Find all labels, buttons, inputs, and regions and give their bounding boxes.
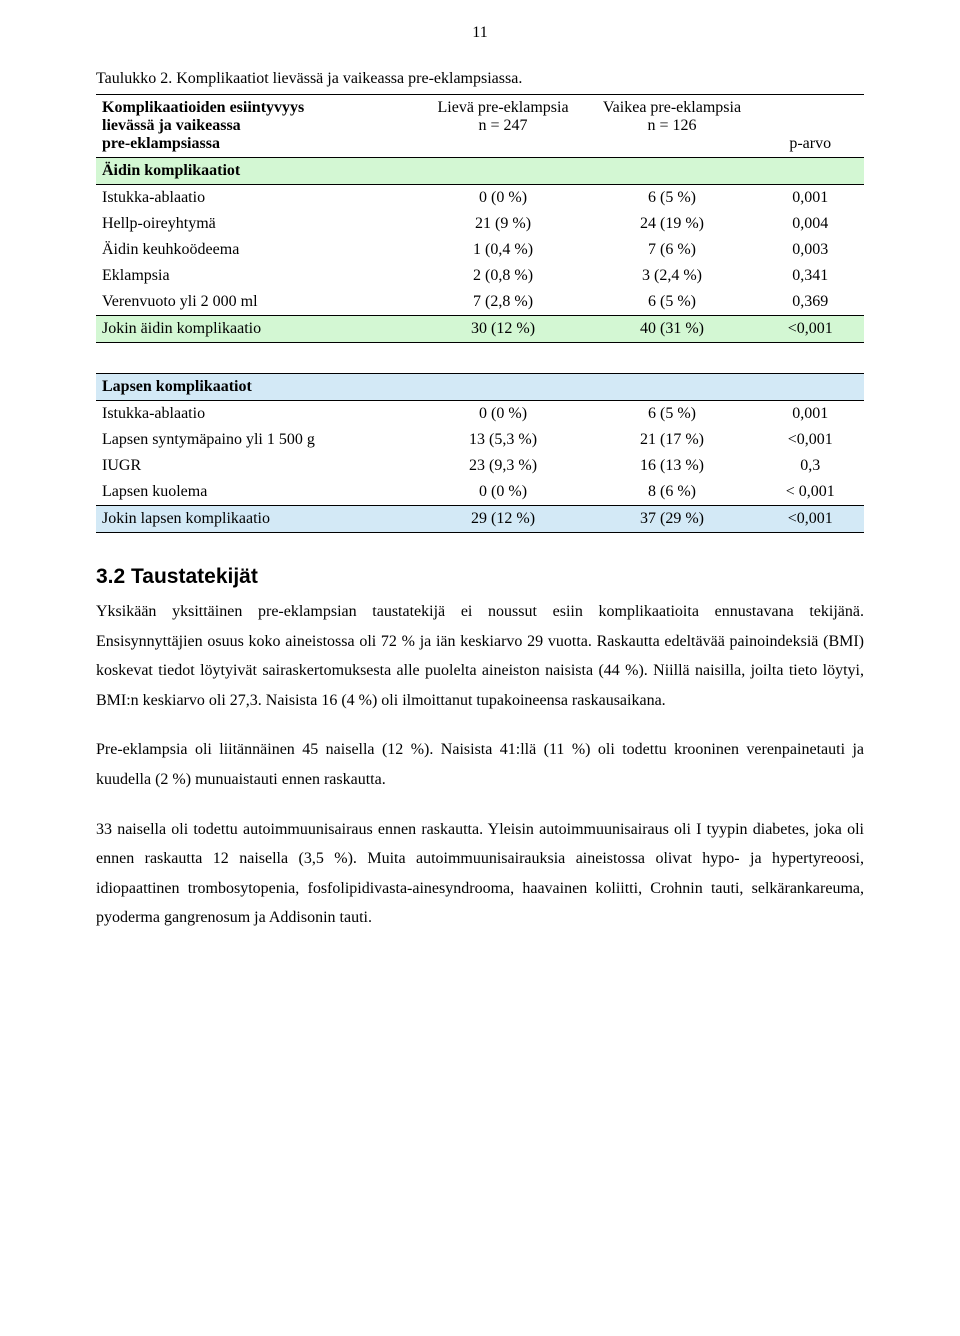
row-cell: 0,3 [756, 453, 864, 479]
section1-summary-row: Jokin äidin komplikaatio 30 (12 %) 40 (3… [96, 316, 864, 343]
row-cell: 8 (6 %) [588, 479, 757, 506]
complications-table: Komplikaatioiden esiintyvyys lievässä ja… [96, 94, 864, 533]
blank-row [96, 343, 864, 374]
row-cell: 7 (6 %) [588, 237, 757, 263]
row-cell: 0,004 [756, 211, 864, 237]
row-cell: < 0,001 [756, 479, 864, 506]
table-row: Eklampsia 2 (0,8 %) 3 (2,4 %) 0,341 [96, 263, 864, 289]
row-cell: 23 (9,3 %) [419, 453, 588, 479]
section2-summary-row: Jokin lapsen komplikaatio 29 (12 %) 37 (… [96, 506, 864, 533]
row-cell: 0,003 [756, 237, 864, 263]
row-cell: 6 (5 %) [588, 289, 757, 316]
row-cell: 0,001 [756, 401, 864, 428]
row-cell: 0,341 [756, 263, 864, 289]
section1-title-row: Äidin komplikaatiot [96, 158, 864, 185]
row-label: IUGR [96, 453, 419, 479]
section-heading: 3.2 Taustatekijät [96, 565, 864, 589]
row-cell: 30 (12 %) [419, 316, 588, 343]
section2-title: Lapsen komplikaatiot [96, 374, 419, 401]
table-row: Istukka-ablaatio 0 (0 %) 6 (5 %) 0,001 [96, 185, 864, 212]
row-label: Verenvuoto yli 2 000 ml [96, 289, 419, 316]
table-row: Istukka-ablaatio 0 (0 %) 6 (5 %) 0,001 [96, 401, 864, 428]
row-label: Istukka-ablaatio [96, 185, 419, 212]
table-row: Lapsen syntymäpaino yli 1 500 g 13 (5,3 … [96, 427, 864, 453]
row-cell: 0,001 [756, 185, 864, 212]
header-col-b-line1: Vaikea pre-eklampsia [594, 99, 751, 117]
paragraph-3: 33 naisella oli todettu autoimmuunisaira… [96, 815, 864, 933]
row-cell: 0 (0 %) [419, 185, 588, 212]
row-label: Lapsen syntymäpaino yli 1 500 g [96, 427, 419, 453]
section2-title-row: Lapsen komplikaatiot [96, 374, 864, 401]
row-cell: 2 (0,8 %) [419, 263, 588, 289]
row-label: Jokin äidin komplikaatio [96, 316, 419, 343]
header-col-p: p-arvo [762, 135, 858, 153]
row-label: Äidin keuhkoödeema [96, 237, 419, 263]
row-cell: 16 (13 %) [588, 453, 757, 479]
header-label-line2: lievässä ja vaikeassa [102, 117, 413, 135]
row-cell: <0,001 [756, 506, 864, 533]
row-label: Hellp-oireyhtymä [96, 211, 419, 237]
row-cell: 0,369 [756, 289, 864, 316]
row-cell: 0 (0 %) [419, 479, 588, 506]
header-label-line3: pre-eklampsiassa [102, 135, 413, 153]
table-header-row: Komplikaatioiden esiintyvyys lievässä ja… [96, 95, 864, 158]
row-cell: 37 (29 %) [588, 506, 757, 533]
row-cell: 21 (17 %) [588, 427, 757, 453]
row-cell: <0,001 [756, 316, 864, 343]
row-cell: 6 (5 %) [588, 185, 757, 212]
table-row: Lapsen kuolema 0 (0 %) 8 (6 %) < 0,001 [96, 479, 864, 506]
row-cell: 6 (5 %) [588, 401, 757, 428]
row-cell: 0 (0 %) [419, 401, 588, 428]
header-col-b-line2: n = 126 [594, 117, 751, 135]
table-row: IUGR 23 (9,3 %) 16 (13 %) 0,3 [96, 453, 864, 479]
row-cell: <0,001 [756, 427, 864, 453]
row-cell: 40 (31 %) [588, 316, 757, 343]
table-caption: Taulukko 2. Komplikaatiot lievässä ja va… [96, 70, 864, 88]
paragraph-2: Pre-eklampsia oli liitännäinen 45 naisel… [96, 735, 864, 794]
row-cell: 29 (12 %) [419, 506, 588, 533]
row-cell: 21 (9 %) [419, 211, 588, 237]
header-label-line1: Komplikaatioiden esiintyvyys [102, 99, 413, 117]
header-col-a-line1: Lievä pre-eklampsia [425, 99, 582, 117]
row-cell: 7 (2,8 %) [419, 289, 588, 316]
paragraph-1: Yksikään yksittäinen pre-eklampsian taus… [96, 597, 864, 715]
table-row: Verenvuoto yli 2 000 ml 7 (2,8 %) 6 (5 %… [96, 289, 864, 316]
table-row: Äidin keuhkoödeema 1 (0,4 %) 7 (6 %) 0,0… [96, 237, 864, 263]
table-row: Hellp-oireyhtymä 21 (9 %) 24 (19 %) 0,00… [96, 211, 864, 237]
page: 11 Taulukko 2. Komplikaatiot lievässä ja… [0, 0, 960, 993]
row-cell: 13 (5,3 %) [419, 427, 588, 453]
row-cell: 1 (0,4 %) [419, 237, 588, 263]
row-label: Lapsen kuolema [96, 479, 419, 506]
header-col-a-line2: n = 247 [425, 117, 582, 135]
page-number: 11 [96, 24, 864, 42]
section1-title: Äidin komplikaatiot [96, 158, 419, 185]
row-label: Eklampsia [96, 263, 419, 289]
row-label: Jokin lapsen komplikaatio [96, 506, 419, 533]
row-label: Istukka-ablaatio [96, 401, 419, 428]
row-cell: 24 (19 %) [588, 211, 757, 237]
row-cell: 3 (2,4 %) [588, 263, 757, 289]
